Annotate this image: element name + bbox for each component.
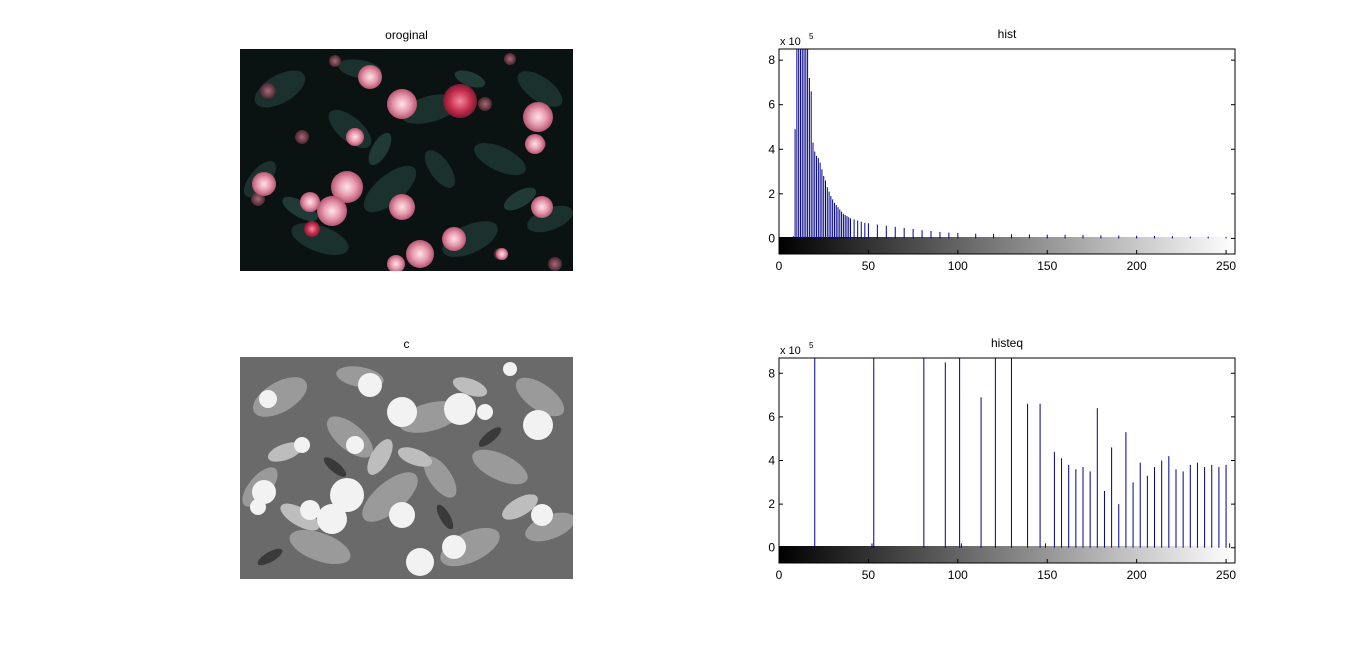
y-tick-label: 2 xyxy=(768,187,775,201)
axes-frame xyxy=(778,48,1236,255)
x-tick-label: 200 xyxy=(1127,259,1147,273)
y-tick-label: 6 xyxy=(768,410,775,424)
y-tick-label: 0 xyxy=(768,541,775,555)
grayscale-colorbar xyxy=(779,237,1235,254)
original-image-title: oroginal xyxy=(385,28,428,42)
x-tick-label: 250 xyxy=(1216,259,1236,273)
x-tick-label: 200 xyxy=(1127,568,1147,582)
y-tick-label: 4 xyxy=(768,142,775,156)
grayscale-image-title: c xyxy=(403,337,410,351)
x-tick-label: 100 xyxy=(948,259,968,273)
grayscale-colorbar xyxy=(779,546,1235,563)
chart-title: histeq xyxy=(991,336,1023,350)
y-exponent-superscript: 5 xyxy=(809,341,814,350)
y-exponent-label: x 10 xyxy=(780,36,801,48)
plot-area xyxy=(779,49,1235,254)
y-tick-label: 6 xyxy=(768,98,775,112)
x-tick-label: 150 xyxy=(1037,568,1057,582)
y-exponent-superscript: 5 xyxy=(809,32,814,41)
y-tick-label: 4 xyxy=(768,454,775,468)
x-tick-label: 0 xyxy=(776,259,783,273)
original-image xyxy=(240,49,573,271)
y-tick-label: 0 xyxy=(768,231,775,245)
x-tick-label: 150 xyxy=(1037,259,1057,273)
x-tick-label: 250 xyxy=(1216,568,1236,582)
y-tick-label: 8 xyxy=(768,366,775,380)
y-exponent-label: x 10 xyxy=(780,345,801,357)
grayscale-image xyxy=(240,357,573,579)
chart-title: hist xyxy=(998,27,1017,41)
x-tick-label: 50 xyxy=(862,568,876,582)
plot-area xyxy=(779,358,1235,563)
x-tick-label: 0 xyxy=(776,568,783,582)
x-tick-label: 100 xyxy=(948,568,968,582)
x-tick-label: 50 xyxy=(862,259,876,273)
y-tick-label: 2 xyxy=(768,497,775,511)
y-tick-label: 8 xyxy=(768,53,775,67)
